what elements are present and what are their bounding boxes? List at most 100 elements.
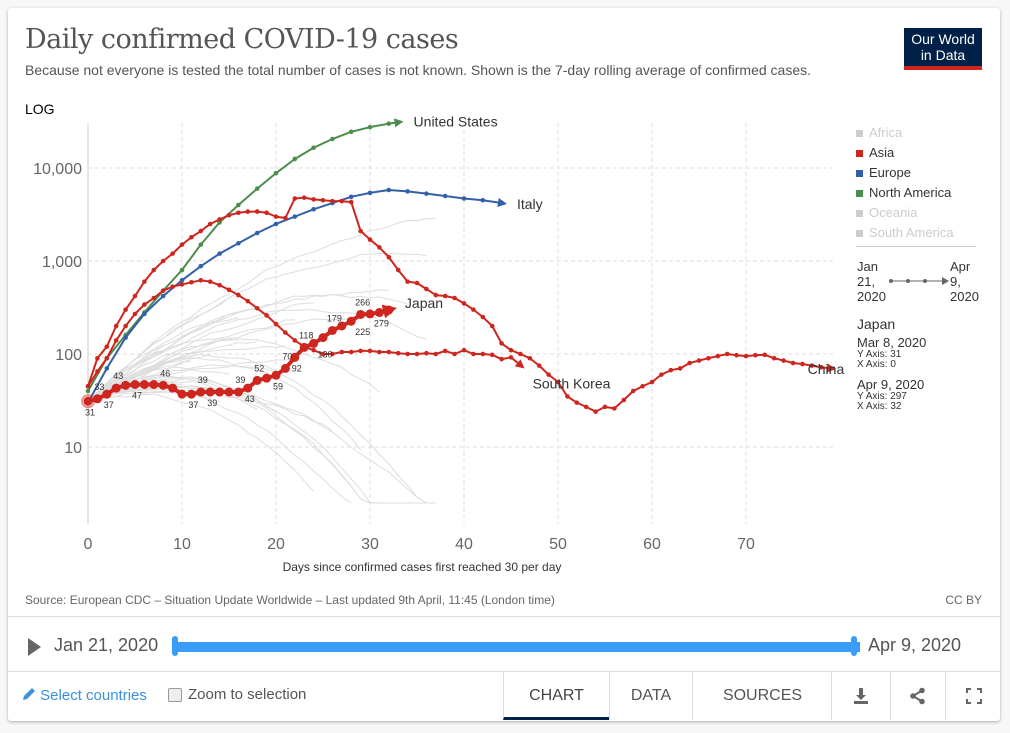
japan-point-label: 37 [104, 400, 114, 410]
owid-logo[interactable]: Our World in Data [904, 28, 982, 70]
data-point [123, 335, 128, 340]
data-point [499, 341, 504, 346]
legend-item-south-america[interactable]: South America [856, 223, 954, 243]
legend-swatch [856, 209, 863, 217]
data-point [290, 352, 300, 362]
timeline-slider-track[interactable] [178, 642, 860, 652]
data-point [179, 282, 185, 287]
japan-point-label: 46 [160, 368, 170, 378]
data-point [113, 323, 119, 329]
legend-item-oceania[interactable]: Oceania [856, 203, 954, 223]
share-button[interactable] [890, 671, 945, 720]
data-point [299, 342, 309, 352]
data-point [348, 194, 354, 200]
data-point [433, 351, 439, 357]
data-point [132, 293, 138, 299]
data-point [186, 389, 196, 399]
download-icon [854, 687, 868, 704]
data-point [330, 136, 335, 142]
legend-item-north-america[interactable]: North America [856, 183, 954, 203]
data-point [177, 389, 187, 399]
legend-swatch [856, 129, 863, 137]
data-point [254, 306, 260, 311]
data-point [574, 400, 580, 405]
legend-label: Asia [869, 145, 895, 160]
series-arrow [497, 198, 507, 207]
legend-swatch [856, 169, 863, 177]
data-point [386, 254, 392, 260]
tooltip-start-x: X Axis: 0 [857, 359, 896, 370]
data-point [659, 372, 664, 377]
timeline-start-handle[interactable] [172, 636, 178, 656]
data-point [160, 293, 166, 299]
tooltip-end: Apr 9, 2020 Y Axis: 297 X Axis: 32 [857, 378, 924, 412]
data-point [489, 352, 495, 358]
download-button[interactable] [831, 671, 890, 720]
data-point [330, 198, 335, 204]
legend-divider [856, 246, 976, 247]
japan-point-label: 279 [374, 319, 389, 329]
tab-chart[interactable]: CHART [503, 671, 609, 720]
series-label: China [808, 361, 845, 377]
data-point [142, 311, 147, 317]
data-point [461, 347, 467, 353]
play-button[interactable] [28, 638, 41, 656]
japan-point-label: 179 [327, 313, 342, 323]
data-point [236, 292, 241, 298]
background-country-line [87, 366, 230, 404]
data-point [252, 375, 262, 385]
legend-item-europe[interactable]: Europe [856, 163, 954, 183]
data-point [762, 352, 768, 358]
data-point [311, 206, 316, 212]
data-point [339, 349, 345, 355]
log-scale-toggle[interactable]: LOG [25, 101, 55, 117]
data-point [442, 348, 448, 354]
data-point [292, 214, 298, 219]
japan-point-label: 39 [198, 375, 208, 385]
tooltip-end-y: Y Axis: 297 [857, 391, 907, 402]
data-point [743, 353, 749, 359]
series-arrow [826, 363, 836, 373]
data-point [92, 394, 102, 404]
data-point [452, 295, 457, 301]
data-point [196, 387, 206, 397]
data-point [508, 355, 514, 360]
divider [8, 616, 1000, 617]
data-point [424, 350, 429, 356]
data-point [480, 351, 486, 357]
fullscreen-button[interactable] [945, 671, 1001, 720]
select-countries-label: Select countries [40, 687, 147, 704]
data-point [85, 388, 91, 394]
data-point [236, 210, 241, 216]
data-point [452, 351, 457, 357]
tab-data[interactable]: DATA [609, 671, 692, 720]
data-point [273, 221, 279, 227]
x-axis-label: Days since confirmed cases first reached… [283, 560, 562, 574]
japan-point-label: 43 [245, 394, 255, 404]
zoom-to-selection-toggle[interactable]: Zoom to selection [168, 686, 306, 703]
legend-item-asia[interactable]: Asia [856, 143, 954, 163]
select-countries-button[interactable]: Select countries [22, 687, 147, 704]
source-note[interactable]: Source: European CDC – Situation Update … [25, 593, 555, 607]
legend-timeline-start: Jan 21, 2020 [857, 259, 886, 304]
background-country-line [87, 291, 239, 403]
legend-item-africa[interactable]: Africa [856, 123, 954, 143]
series-arrow [394, 118, 404, 128]
data-point [442, 193, 448, 199]
japan-point-label: 37 [188, 400, 198, 410]
chart-card: Daily confirmed COVID-19 cases Because n… [8, 8, 1000, 721]
license-link[interactable]: CC BY [945, 593, 982, 607]
data-point [160, 288, 166, 293]
data-point [696, 358, 702, 363]
data-point [264, 210, 269, 216]
timeline-start-year: 2020 [857, 289, 886, 304]
data-point [358, 348, 363, 354]
data-point [318, 333, 328, 343]
tab-sources[interactable]: SOURCES [692, 671, 832, 720]
data-point [612, 406, 617, 411]
data-point [123, 307, 128, 312]
data-point [508, 347, 514, 353]
zoom-checkbox[interactable] [168, 687, 182, 702]
timeline-end-handle[interactable] [851, 636, 857, 656]
data-point [85, 383, 91, 389]
